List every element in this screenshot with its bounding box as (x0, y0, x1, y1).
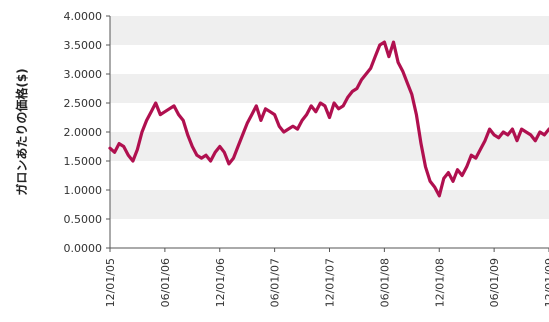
x-tick-label: 12/01/07 (324, 258, 337, 307)
y-tick-label: 2.0000 (64, 126, 103, 139)
grid-band (110, 74, 549, 103)
x-tick-label: 12/01/09 (543, 258, 549, 307)
series-layer (108, 40, 549, 198)
x-tick-label: 06/01/08 (378, 258, 391, 307)
y-axis: 0.0000 0.5000 1.0000 1.5000 2.0000 2.5000 3.00… (64, 10, 111, 255)
x-tick-label: 06/01/07 (269, 258, 282, 307)
y-tick-label: 1.5000 (64, 155, 103, 168)
y-tick-label: 0.0000 (64, 242, 103, 255)
y-tick-label: 3.5000 (64, 39, 103, 52)
x-axis: 12/01/05 06/01/06 12/01/06 06/01/07 12/01/07… (104, 247, 549, 307)
y-tick-label: 4.0000 (64, 10, 103, 23)
x-tick-label: 06/01/06 (159, 258, 172, 307)
x-tick-label: 06/01/09 (488, 258, 501, 307)
x-tick-label: 12/01/08 (433, 258, 446, 307)
y-tick-label: 2.5000 (64, 97, 103, 110)
y-tick-label: 3.0000 (64, 68, 103, 81)
x-tick-label: 12/01/06 (214, 258, 227, 307)
grid-band (110, 190, 549, 219)
y-tick-label: 1.0000 (64, 184, 103, 197)
grid-band (110, 16, 549, 45)
y-axis-title: ガロンあたりの価格($) (14, 68, 29, 195)
grid-bands (110, 16, 549, 219)
y-tick-label: 0.5000 (64, 213, 103, 226)
price-series-line (108, 40, 549, 198)
x-tick-label: 12/01/05 (104, 258, 117, 307)
